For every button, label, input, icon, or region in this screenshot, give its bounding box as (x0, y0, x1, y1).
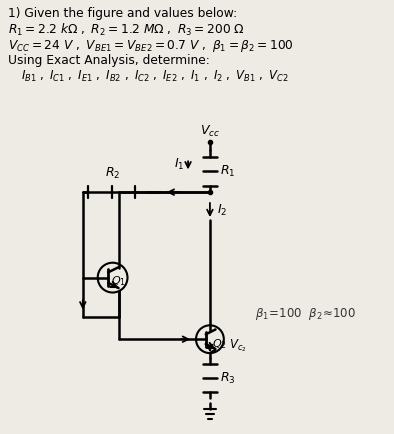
Text: Using Exact Analysis, determine:: Using Exact Analysis, determine: (8, 54, 210, 67)
Text: $R_1$: $R_1$ (220, 164, 235, 179)
Text: $Q_2$: $Q_2$ (212, 337, 227, 351)
Text: 1) Given the figure and values below:: 1) Given the figure and values below: (8, 7, 238, 20)
Text: $R_2$: $R_2$ (105, 166, 120, 181)
Text: $I_2$: $I_2$ (217, 203, 227, 217)
Text: $R_3$: $R_3$ (220, 370, 235, 385)
Text: $V_{c_2}$: $V_{c_2}$ (229, 338, 246, 355)
Text: $R_1 = 2.2\ k\Omega\ ,\ R_2 = 1.2\ M\Omega\ ,\ R_3 = 200\ \Omega$: $R_1 = 2.2\ k\Omega\ ,\ R_2 = 1.2\ M\Ome… (8, 22, 245, 38)
Text: $\beta_1\!=\!100\ \ \beta_2\!\approx\!100$: $\beta_1\!=\!100\ \ \beta_2\!\approx\!10… (255, 306, 356, 322)
Text: $V_{cc}$: $V_{cc}$ (200, 125, 220, 139)
Text: $I_{B1}\ ,\ I_{C1}\ ,\ I_{E1}\ ,\ I_{B2}\ ,\ I_{C2}\ ,\ I_{E2}\ ,\ I_1\ ,\ I_2\ : $I_{B1}\ ,\ I_{C1}\ ,\ I_{E1}\ ,\ I_{B2}… (21, 69, 289, 84)
Text: $V_{CC} = 24\ V\ ,\ V_{BE1} = V_{BE2} = 0.7\ V\ ,\ \beta_1 = \beta_2 = 100$: $V_{CC} = 24\ V\ ,\ V_{BE1} = V_{BE2} = … (8, 38, 294, 54)
Text: $I_1$: $I_1$ (174, 157, 184, 172)
Text: $Q_1$: $Q_1$ (111, 275, 126, 289)
